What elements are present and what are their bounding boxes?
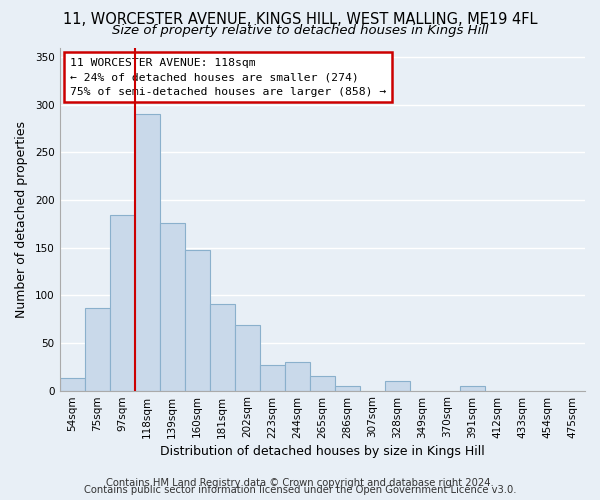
Bar <box>85 308 110 390</box>
Text: 11, WORCESTER AVENUE, KINGS HILL, WEST MALLING, ME19 4FL: 11, WORCESTER AVENUE, KINGS HILL, WEST M… <box>63 12 537 28</box>
Bar <box>460 386 485 390</box>
Bar <box>235 325 260 390</box>
Bar <box>385 381 410 390</box>
Bar <box>285 362 310 390</box>
Bar <box>335 386 360 390</box>
Text: Contains public sector information licensed under the Open Government Licence v3: Contains public sector information licen… <box>84 485 516 495</box>
Bar <box>209 304 235 390</box>
Bar <box>134 114 160 390</box>
Bar <box>160 223 185 390</box>
Bar <box>110 215 134 390</box>
Text: Size of property relative to detached houses in Kings Hill: Size of property relative to detached ho… <box>112 24 488 37</box>
Bar <box>59 378 85 390</box>
Text: Contains HM Land Registry data © Crown copyright and database right 2024.: Contains HM Land Registry data © Crown c… <box>106 478 494 488</box>
X-axis label: Distribution of detached houses by size in Kings Hill: Distribution of detached houses by size … <box>160 444 485 458</box>
Bar <box>310 376 335 390</box>
Bar <box>185 250 209 390</box>
Bar <box>260 365 285 390</box>
Y-axis label: Number of detached properties: Number of detached properties <box>15 120 28 318</box>
Text: 11 WORCESTER AVENUE: 118sqm
← 24% of detached houses are smaller (274)
75% of se: 11 WORCESTER AVENUE: 118sqm ← 24% of det… <box>70 58 386 96</box>
